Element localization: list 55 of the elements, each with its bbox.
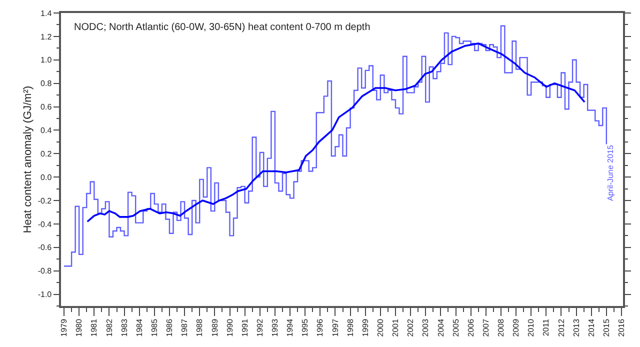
y-tick-label: 0.8 [40,79,52,88]
x-tick-label: 1983 [120,318,129,337]
x-tick-label: 2002 [406,318,416,337]
x-tick-label: 1988 [195,318,204,337]
y-tick-label: 1.4 [40,8,52,18]
annotation: April-June 2015 [606,144,616,202]
x-tick-label: 1986 [165,318,174,337]
x-tick-label: 1992 [255,318,264,337]
y-tick-label: 1.0 [40,56,52,65]
y-tick-label: 0.2 [40,149,52,158]
text: NODC; North Atlantic (60-0W, 30-65N) heat content 0-700 m depth [74,22,370,33]
y-tick-label: -0.8 [38,266,52,276]
line-series [86,42,586,223]
y-tick-label: 0.6 [40,102,52,112]
x-tick-label: 2015 [602,318,612,337]
x-tick-label: 2013 [572,318,581,337]
x-tick-label: 1989 [210,318,220,337]
y-tick-label: 0.4 [40,126,52,135]
x-tick-label: 2012 [556,318,566,337]
x-tick-label: 2008 [496,318,506,337]
x-tick-label: 2016 [617,318,626,337]
y-tick-label: -0.4 [38,220,52,229]
x-tick-label: 1999 [360,318,370,337]
x-tick-label: 1985 [150,318,160,337]
x-tick-label: 2010 [526,318,536,337]
x-tick-label: 2014 [586,318,596,337]
x-tick-label: 2000 [376,318,386,337]
x-tick-label: 1994 [286,318,295,337]
x-tick-label: 2009 [512,318,521,337]
x-tick-label: 2011 [542,318,551,336]
x-tick-label: 1997 [330,318,340,337]
x-tick-label: 2005 [451,318,460,337]
x-tick-label: 1984 [134,318,144,337]
x-tick-label: 2003 [421,318,430,337]
x-tick-label: 1979 [60,318,69,337]
y-tick-label: 1.2 [40,32,52,42]
x-tick-label: 1991 [240,318,250,337]
x-tick-label: 2004 [436,318,446,337]
y-tick-label: -0.6 [38,243,52,252]
x-tick-label: 1990 [225,318,234,337]
x-tick-label: 1981 [90,318,99,337]
x-tick-label: 1996 [316,318,325,337]
y-tick-label: -1.0 [38,290,52,300]
x-tick-label: 2007 [481,318,490,337]
x-tick-label: 2001 [391,318,400,337]
x-tick-label: 1982 [104,318,114,337]
x-tick-label: 1995 [300,318,310,337]
x-tick-label: 2006 [466,318,476,337]
y-tick-label: 0.0 [40,172,52,182]
x-tick-label: 1993 [270,318,280,337]
y-tick-label: -0.2 [38,196,52,206]
x-tick-label: 1987 [180,318,190,337]
x-tick-label: 1998 [346,318,355,337]
x-tick-label: 1980 [74,318,84,337]
y-axis-title: Heat content anomaly (GJ/m²) [22,86,34,234]
